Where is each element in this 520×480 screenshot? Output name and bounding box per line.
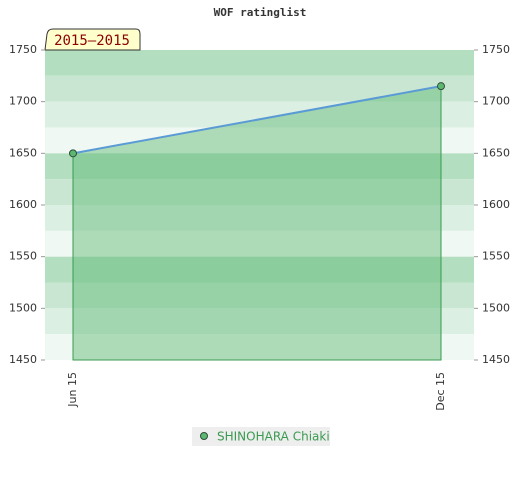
y-tick-label: 1500 (9, 301, 37, 314)
y-tick-label: 1450 (9, 353, 37, 366)
y-tick-label: 1600 (9, 198, 37, 211)
y-tick-label: 1700 (9, 95, 37, 108)
legend (192, 427, 330, 446)
stripe (45, 230, 474, 257)
legend-label: SHINOHARA Chiaki (217, 430, 330, 444)
stripe (45, 308, 474, 335)
y2-tick-label: 1500 (482, 301, 510, 314)
y2-tick-label: 1450 (482, 353, 510, 366)
y-tick-label: 1650 (9, 146, 37, 159)
badge: 2015–2015 (54, 33, 130, 49)
stripe (45, 50, 474, 76)
y-tick-label: 1550 (9, 250, 37, 263)
plot-area (45, 50, 474, 360)
point (69, 149, 77, 158)
stripe (45, 282, 474, 309)
y2-tick-label: 1750 (482, 43, 510, 56)
y2-tick-label: 1550 (482, 250, 510, 263)
stripe (45, 334, 474, 360)
line (72, 85, 442, 155)
y-tick-label: 1750 (9, 43, 37, 56)
stripe (45, 75, 474, 102)
badge-box (44, 28, 141, 51)
stripe (45, 101, 474, 128)
stripe (45, 179, 474, 205)
chart-title: WOF ratinglist (214, 6, 307, 19)
stripe (45, 153, 474, 180)
y2-tick-label: 1600 (482, 198, 510, 211)
stripe (45, 127, 474, 154)
x-tick-label: Dec 15 (434, 372, 447, 411)
stripe (45, 205, 474, 231)
legend-marker (200, 432, 208, 440)
y2-tick-label: 1650 (482, 146, 510, 159)
x-tick-label: Jun 15 (66, 372, 79, 408)
point (437, 82, 445, 91)
y2-tick-label: 1700 (482, 95, 510, 108)
stripe (45, 256, 474, 283)
